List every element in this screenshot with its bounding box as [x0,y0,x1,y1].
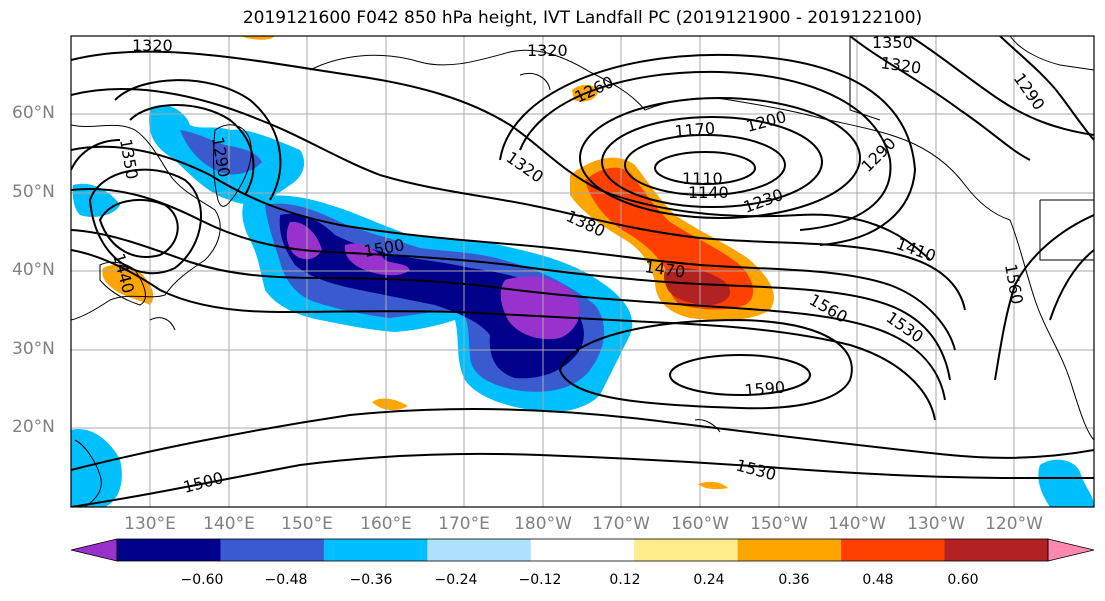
ivt-pos-shading-japan [102,264,154,305]
colorbar-box [220,539,325,561]
lon-label: 160°W [671,514,729,534]
contour-label: 1140 [688,183,729,202]
colorbar-box [427,539,532,561]
ivt-pos-shading-plume-dark [664,268,731,305]
colorbar-tick-label: −0.60 [180,572,224,588]
colorbar-box [530,539,635,561]
contour-label: 1590 [744,378,786,400]
colorbar-extend-min [70,538,118,562]
lat-label: 60°N [12,103,55,123]
contour-label: 1500 [181,468,225,497]
ivt-pos-shading-hawaii [698,481,728,490]
contour-label: 1560 [806,290,851,327]
map-frame [70,35,1095,508]
lon-label: 150°E [281,514,333,534]
colorbar-tick-label: −0.48 [264,572,308,588]
contour-label: 1530 [734,456,778,485]
contour-label: 1290 [857,134,899,176]
lon-label: 160°E [360,514,412,534]
contour-label: 1350 [872,33,913,52]
ivt-pos-shading-small-south [372,398,408,411]
lat-label: 40°N [12,260,55,280]
height-contours [71,36,1094,507]
lat-label: 30°N [12,339,55,359]
colorbar-tick-label: 0.24 [693,572,725,588]
colorbar-extend-max [1047,538,1095,562]
colorbar-box [117,539,221,561]
lat-label: 50°N [12,182,55,202]
colorbar-box [737,539,842,561]
lon-label: 150°W [750,514,808,534]
colorbar-box [944,539,1049,561]
contour-label: 1260 [572,72,617,106]
contour-label: 1110 [682,169,723,188]
colorbar-box [634,539,739,561]
contour-label: 1200 [744,107,788,136]
colorbar-box [841,539,946,561]
lon-label: 140°E [203,514,255,534]
colorbar-tick-label: 0.36 [778,572,810,588]
colorbar-tick-label: −0.24 [434,572,478,588]
colorbar [70,538,1095,562]
lat-label: 20°N [12,417,55,437]
colorbar-tick-label: 0.12 [609,572,641,588]
ivt-neg-shading-southeast [1038,459,1094,507]
lon-label: 130°E [124,514,176,534]
contour-label: 1320 [503,148,547,187]
lon-label: 120°W [985,514,1043,534]
lon-label: 130°W [907,514,965,534]
lon-label: 170°W [592,514,650,534]
colorbar-tick-label: 0.48 [862,572,894,588]
contour-label: 1320 [132,36,173,55]
lon-label: 140°W [828,514,886,534]
ivt-neg-shading-core-east [500,276,580,340]
ivt-neg-shading-core-mid [344,243,410,276]
contour-label: 1560 [1001,262,1027,305]
colorbar-tick-label: −0.36 [349,572,393,588]
lon-label: 170°E [438,514,490,534]
contour-label: 1320 [527,41,568,60]
map-title: 2019121600 F042 850 hPa height, IVT Land… [242,8,923,28]
lon-label: 180°W [514,514,572,534]
coastlines [71,36,1094,507]
colorbar-tick-label: −0.12 [518,572,562,588]
contour-label: 1320 [879,53,922,77]
colorbar-tick-label: 0.60 [947,572,979,588]
ivt-neg-shading-kamchatka-core [180,130,262,175]
ivt-neg-shading-southwest [71,429,122,507]
contour-label: 1170 [674,119,716,141]
contour-labels: 1320 1320 1320 1350 1350 1290 1260 1200 … [109,33,1049,497]
colorbar-box [323,539,428,561]
ivt-pos-shading-top [240,36,275,40]
